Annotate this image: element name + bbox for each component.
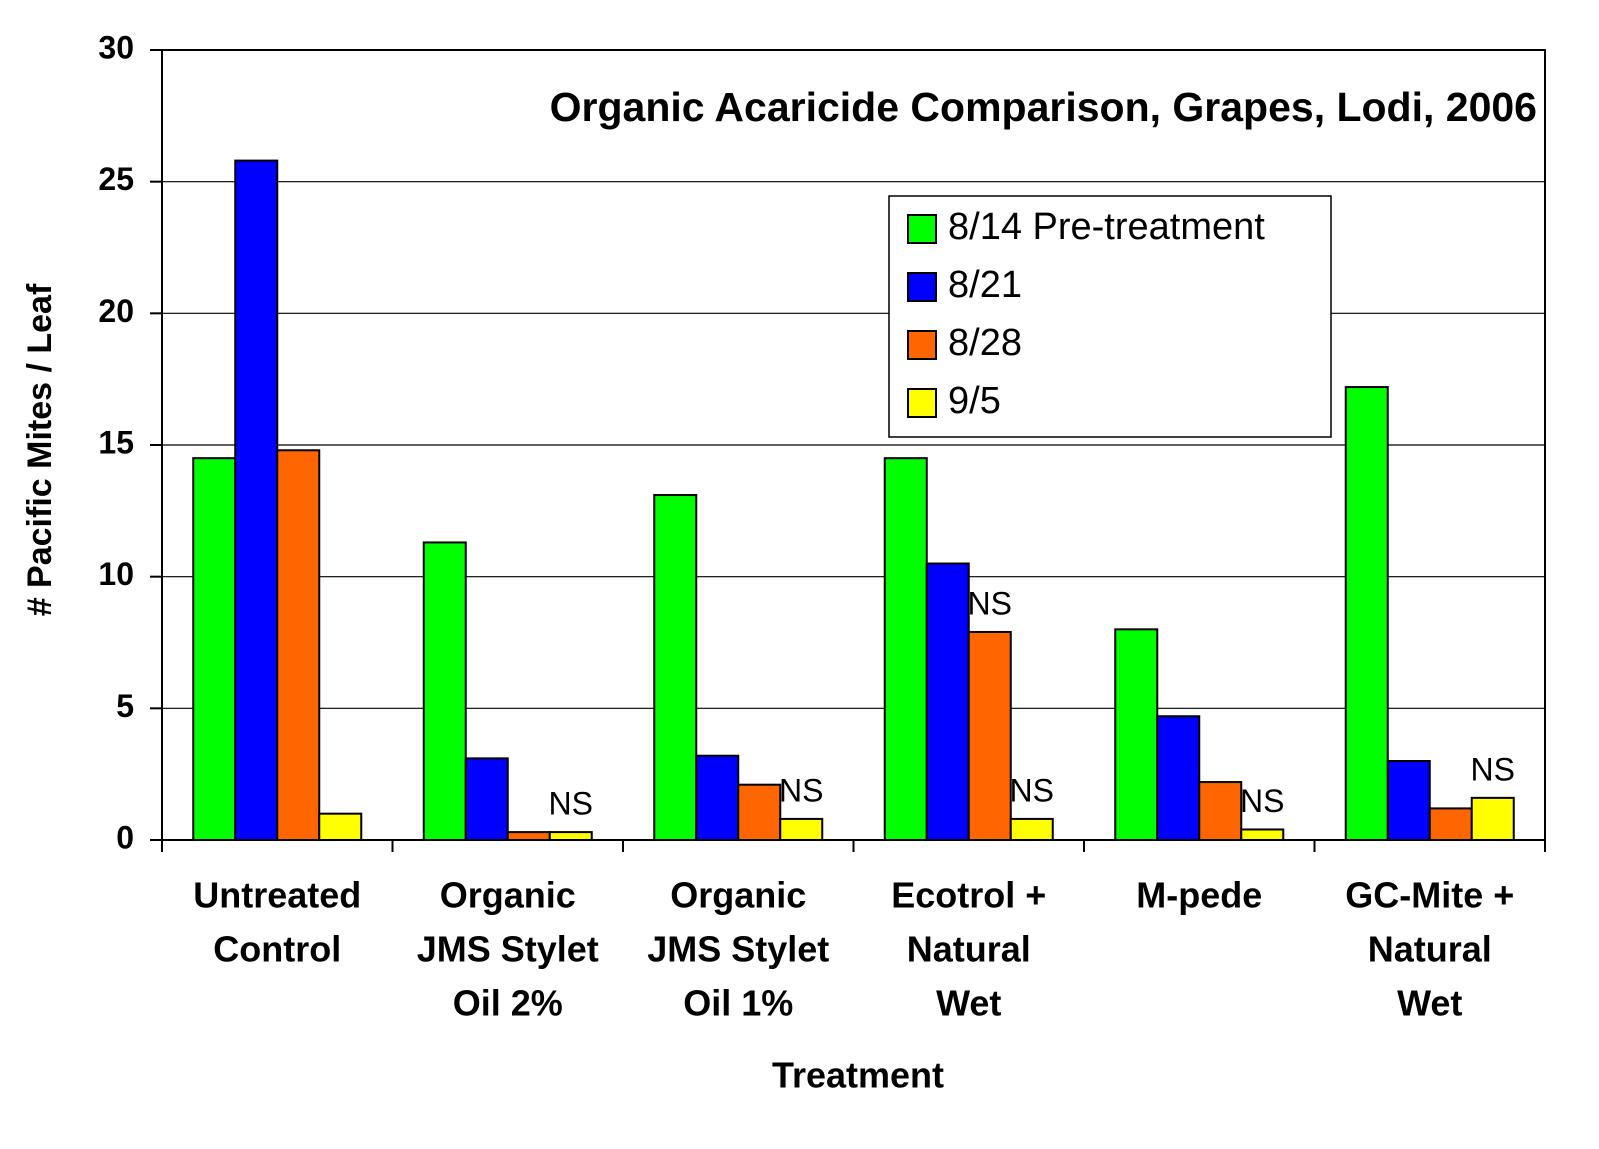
- x-tick-label: M-pede: [1136, 875, 1262, 916]
- bar: [548, 831, 593, 841]
- bar: [464, 757, 509, 841]
- chart-title: Organic Acaricide Comparison, Grapes, Lo…: [550, 84, 1537, 130]
- bar: [1198, 781, 1243, 841]
- bar: [276, 449, 321, 841]
- bar: [1470, 796, 1515, 841]
- y-tick-label: 20: [98, 293, 134, 329]
- bar: [422, 541, 467, 842]
- value-label: NS: [1471, 751, 1515, 787]
- x-tick-label: Natural: [907, 929, 1031, 970]
- legend-swatch: [907, 214, 937, 244]
- x-tick-label: Untreated: [193, 875, 361, 916]
- bar: [234, 159, 279, 842]
- bar: [1114, 628, 1159, 841]
- legend-label: 9/5: [948, 380, 1001, 422]
- value-label: NS: [549, 786, 593, 822]
- x-tick-label: Wet: [936, 983, 1001, 1024]
- x-tick-label: Ecotrol +: [891, 875, 1046, 916]
- y-tick-label: 0: [116, 819, 134, 855]
- legend-swatch: [907, 388, 937, 418]
- legend-swatch: [907, 272, 937, 302]
- bar: [1344, 386, 1389, 841]
- bar: [1386, 760, 1431, 841]
- x-tick-label: GC-Mite +: [1345, 875, 1514, 916]
- bar: [779, 817, 824, 842]
- value-label: NS: [968, 585, 1012, 621]
- x-tick-label: Control: [213, 929, 341, 970]
- legend-label: 8/28: [948, 322, 1022, 364]
- bar: [967, 630, 1012, 842]
- x-tick-label: JMS Stylet: [417, 929, 599, 970]
- y-tick-label: 15: [98, 424, 134, 460]
- bar: [318, 812, 363, 842]
- bar: [1009, 817, 1054, 842]
- y-tick-label: 10: [98, 556, 134, 592]
- legend-box: [888, 195, 1332, 438]
- bar: [1240, 828, 1285, 842]
- x-tick-label: JMS Stylet: [647, 929, 829, 970]
- bar: [1156, 715, 1201, 842]
- bar: [695, 754, 740, 842]
- x-tick-label: Natural: [1368, 929, 1492, 970]
- value-label: NS: [1240, 783, 1284, 819]
- bar: [737, 783, 782, 842]
- x-tick-label: Wet: [1397, 983, 1462, 1024]
- bar: [192, 457, 237, 841]
- x-tick-label: Oil 1%: [683, 983, 793, 1024]
- legend-label: 8/21: [948, 264, 1022, 306]
- value-label: NS: [1010, 772, 1054, 808]
- x-tick-label: Oil 2%: [453, 983, 563, 1024]
- legend-label: 8/14 Pre-treatment: [948, 206, 1265, 248]
- bar: [925, 562, 970, 841]
- value-label: NS: [779, 772, 823, 808]
- y-tick-label: 30: [98, 29, 134, 65]
- legend-swatch: [907, 330, 937, 360]
- x-axis-title: Treatment: [772, 1055, 944, 1096]
- x-tick-label: Organic: [440, 875, 576, 916]
- bar: [653, 494, 698, 841]
- y-axis-title: # Pacific Mites / Leaf: [21, 283, 59, 616]
- y-tick-label: 25: [98, 161, 134, 197]
- bar: [1428, 807, 1473, 842]
- x-tick-label: Organic: [670, 875, 806, 916]
- bar: [883, 457, 928, 841]
- bar: [506, 831, 551, 841]
- y-tick-label: 5: [116, 688, 134, 724]
